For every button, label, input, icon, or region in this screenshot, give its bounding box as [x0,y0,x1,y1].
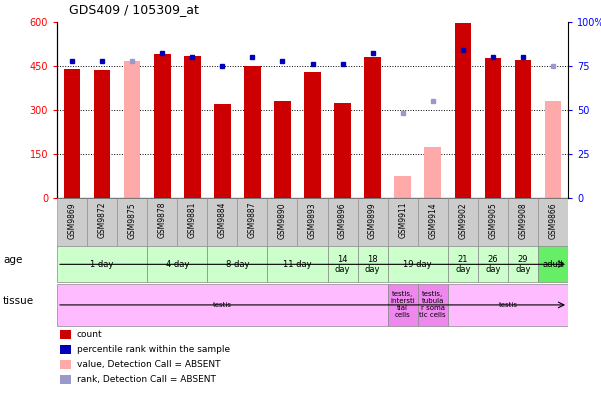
Bar [388,198,418,248]
Text: testis,
intersti
tial
cells: testis, intersti tial cells [390,291,415,318]
Bar [117,198,147,248]
Text: 8 day: 8 day [225,260,249,269]
Bar [177,198,207,248]
Text: GSM9899: GSM9899 [368,202,377,238]
Bar [237,198,267,248]
Text: 4 day: 4 day [166,260,189,269]
Text: GSM9878: GSM9878 [158,202,166,238]
Bar [418,198,448,248]
Bar [388,246,448,282]
Bar [484,59,501,198]
Text: testis,
tubula
r soma
tic cells: testis, tubula r soma tic cells [419,291,446,318]
Bar [64,69,81,198]
Bar [267,246,328,282]
Text: 18
day: 18 day [365,255,380,274]
Text: 1 day: 1 day [91,260,114,269]
Text: 29
day: 29 day [515,255,531,274]
Text: GSM9905: GSM9905 [489,202,497,239]
Bar [514,60,531,198]
Bar [448,198,478,248]
Bar [297,198,328,248]
Text: testis: testis [498,302,517,308]
Bar [364,57,381,198]
Text: GSM9908: GSM9908 [519,202,527,238]
Text: 11 day: 11 day [283,260,312,269]
Text: GDS409 / 105309_at: GDS409 / 105309_at [69,3,199,16]
Bar [448,284,568,326]
Bar [154,54,171,198]
Bar [57,284,388,326]
Bar [448,246,478,282]
Bar [328,246,358,282]
Text: rank, Detection Call = ABSENT: rank, Detection Call = ABSENT [77,375,216,384]
Bar [274,101,291,198]
Bar [214,104,231,198]
Bar [94,70,111,198]
Bar [508,246,538,282]
Text: GSM9890: GSM9890 [278,202,287,238]
Bar [124,61,141,198]
Text: 14
day: 14 day [335,255,350,274]
Text: GSM9887: GSM9887 [248,202,257,238]
Bar [478,198,508,248]
Text: GSM9884: GSM9884 [218,202,227,238]
Text: count: count [77,330,103,339]
Bar [418,284,448,326]
Text: tissue: tissue [3,296,34,306]
Text: GSM9911: GSM9911 [398,202,407,238]
Text: age: age [3,255,22,265]
Bar [267,198,297,248]
Bar [334,103,351,198]
Text: 19 day: 19 day [403,260,432,269]
Text: GSM9866: GSM9866 [549,202,557,238]
Bar [57,246,147,282]
Bar [147,246,207,282]
Bar [87,198,117,248]
Bar [328,198,358,248]
Bar [538,246,568,282]
Text: GSM9902: GSM9902 [459,202,467,238]
Bar [358,246,388,282]
Bar [184,55,201,198]
Bar [545,101,561,198]
Bar [424,147,441,198]
Bar [244,66,261,198]
Text: GSM9896: GSM9896 [338,202,347,238]
Bar [388,284,418,326]
Text: GSM9893: GSM9893 [308,202,317,238]
Text: GSM9875: GSM9875 [128,202,136,238]
Bar [478,246,508,282]
Text: GSM9881: GSM9881 [188,202,197,238]
Text: testis: testis [213,302,232,308]
Bar [358,198,388,248]
Bar [394,176,411,198]
Text: adult: adult [542,260,564,269]
Bar [147,198,177,248]
Bar [538,198,568,248]
Bar [304,72,321,198]
Text: 21
day: 21 day [455,255,471,274]
Text: percentile rank within the sample: percentile rank within the sample [77,345,230,354]
Bar [508,198,538,248]
Bar [57,198,87,248]
Bar [207,246,267,282]
Text: value, Detection Call = ABSENT: value, Detection Call = ABSENT [77,360,221,369]
Text: GSM9914: GSM9914 [429,202,437,238]
Text: 26
day: 26 day [485,255,501,274]
Bar [207,198,237,248]
Bar [454,23,471,198]
Text: GSM9872: GSM9872 [98,202,106,238]
Text: GSM9869: GSM9869 [68,202,76,238]
